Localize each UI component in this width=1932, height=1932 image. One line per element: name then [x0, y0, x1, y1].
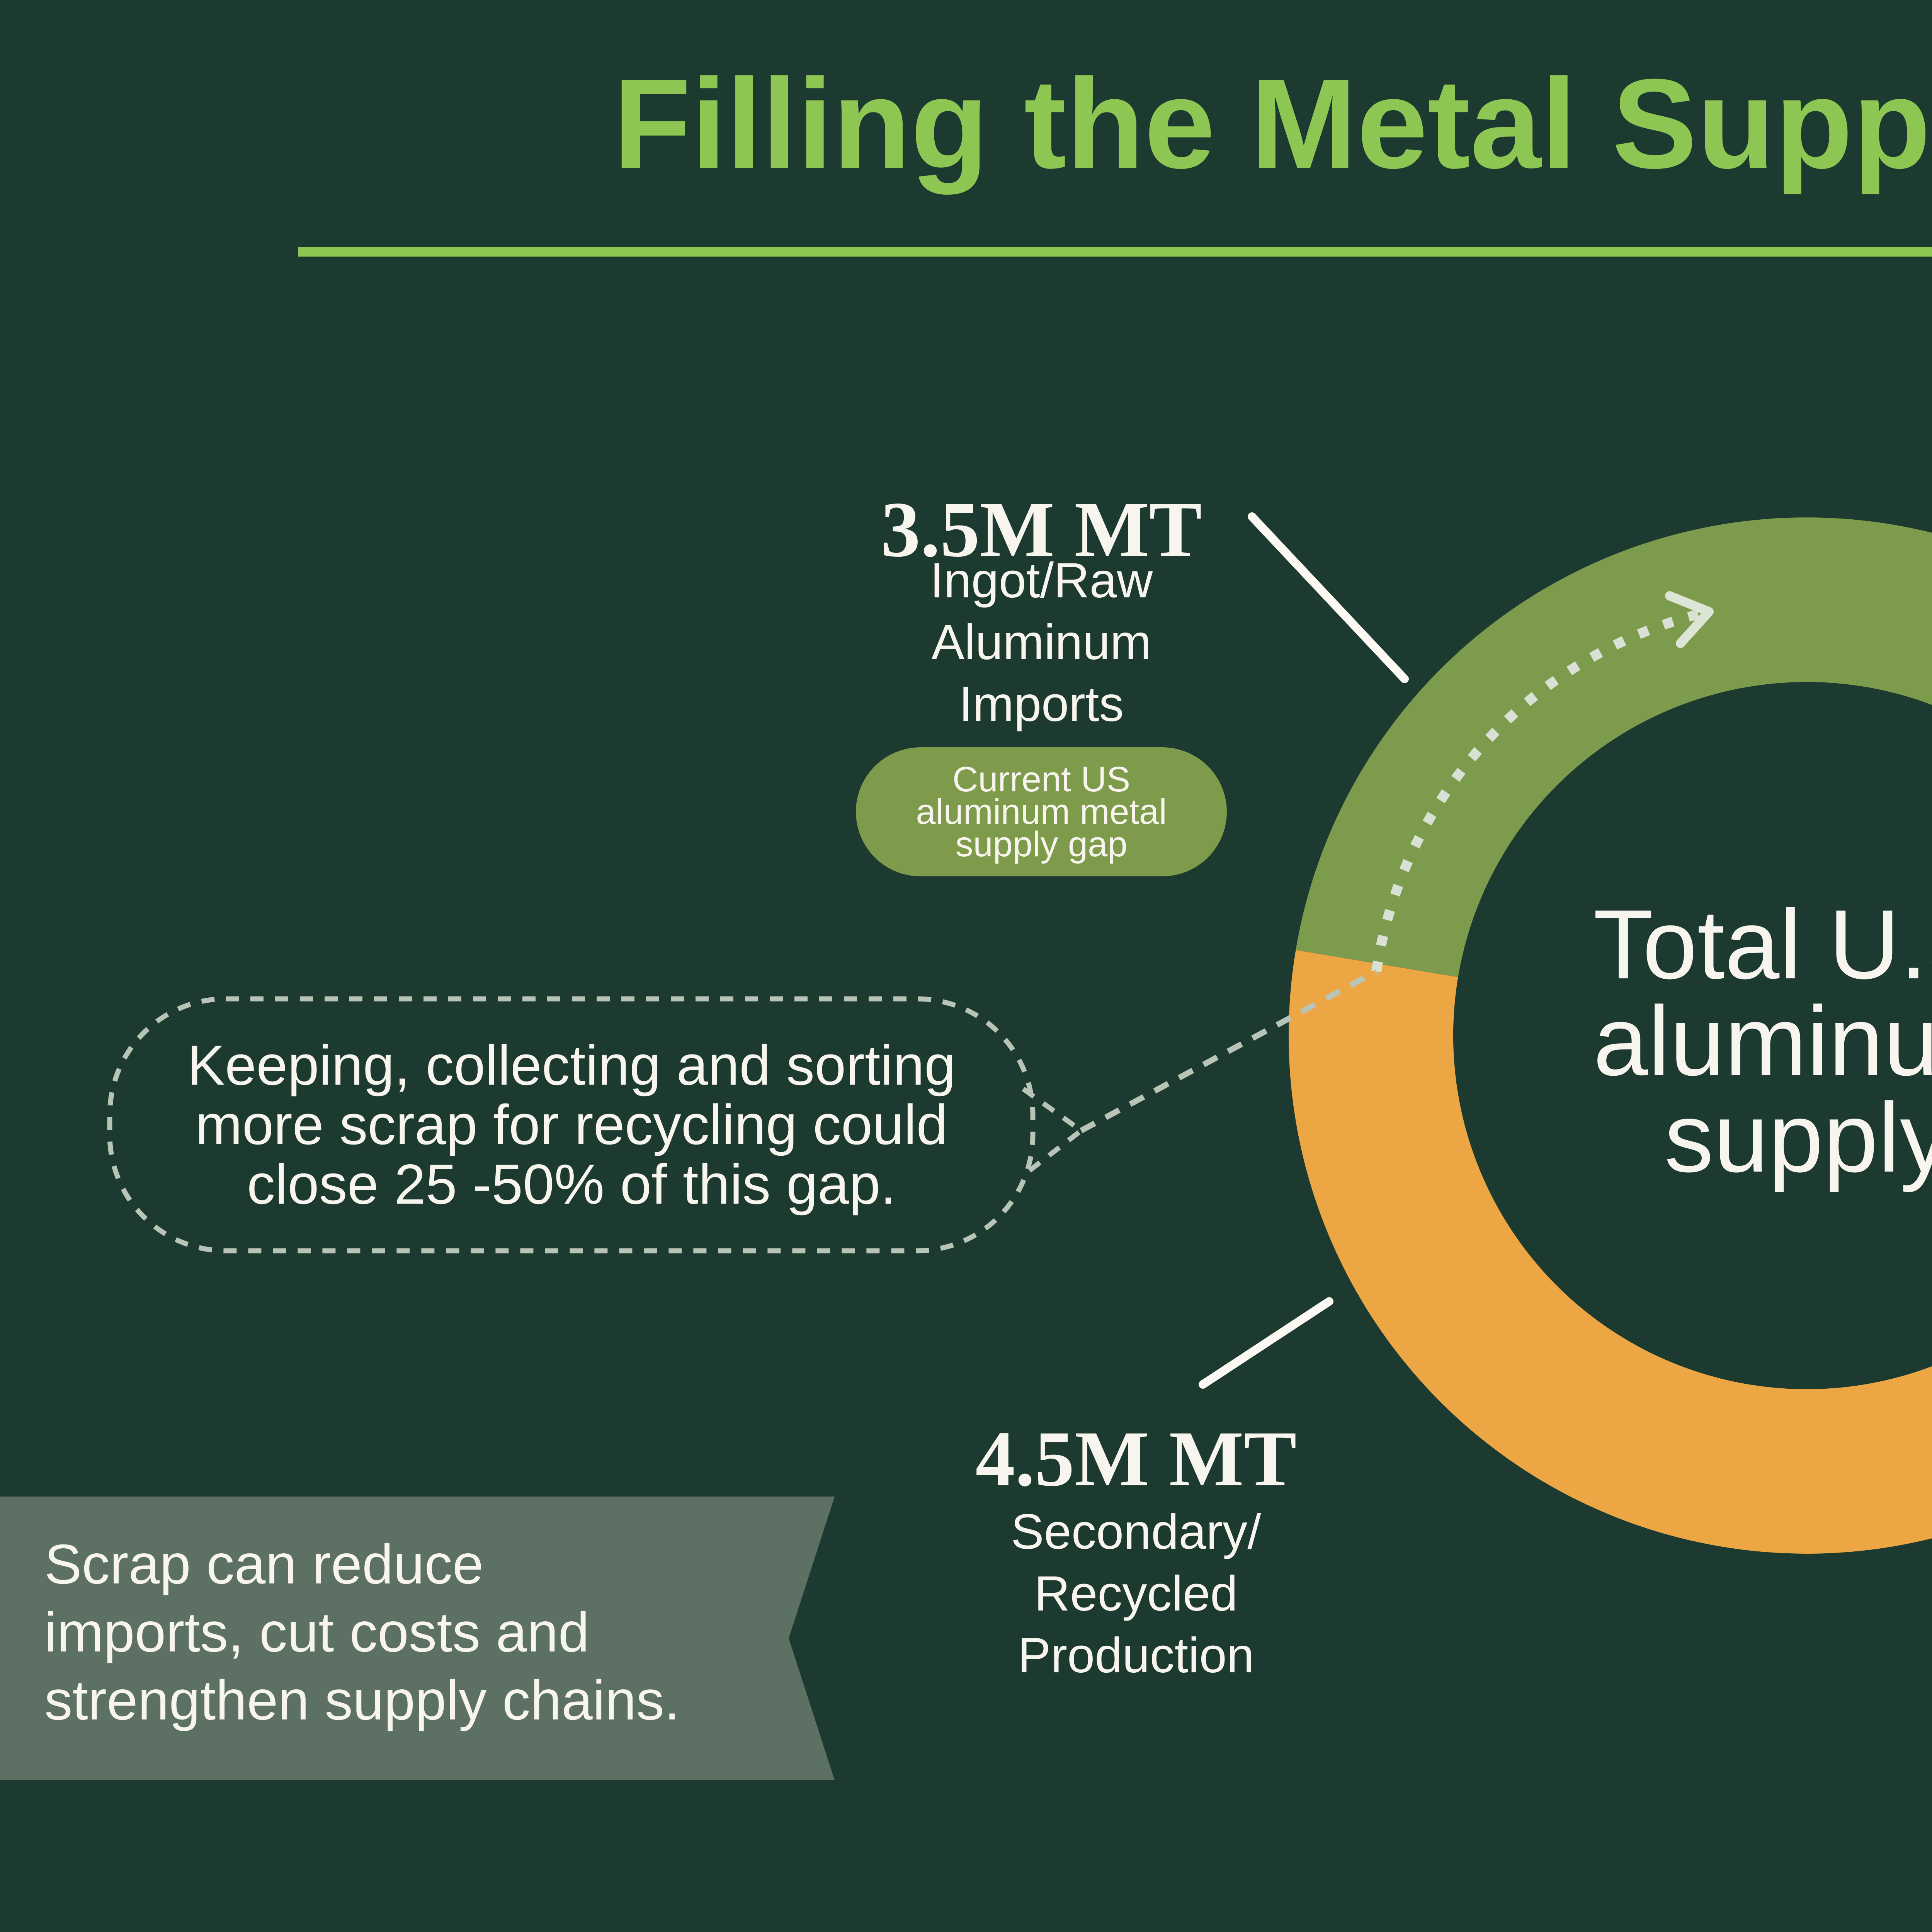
label-secondary-recycled-production: Secondary/ Recycled Production	[1011, 1504, 1261, 1683]
title-underline-rule	[298, 247, 1932, 257]
center-label-line: aluminum	[1593, 986, 1932, 1096]
scrap-bubble-border	[107, 996, 1036, 1253]
donut-center-label: Total U.S. aluminum supply	[1459, 889, 1932, 1193]
scrap-benefits-banner-text: Scrap can reduce imports, cut costs and …	[44, 1533, 680, 1731]
gap-flow-dotted-arrow-icon	[1371, 607, 1710, 972]
gap-flow-arrowhead-icon	[1665, 591, 1714, 648]
center-label-line: supply	[1664, 1083, 1932, 1193]
supply-gap-pill: Current US aluminum metal supply gap	[856, 747, 1227, 876]
pointer-line-ingot	[1248, 512, 1409, 683]
center-label-line: Total U.S.	[1593, 889, 1932, 1000]
donut-segment-secondary_recycled_production	[1289, 950, 1932, 1554]
value-ingot-imports: 3.5M MT	[881, 486, 1202, 573]
value-secondary-recycled-production: 4.5M MT	[975, 1415, 1297, 1503]
donut-segment-ingot_raw_aluminum_imports	[1296, 517, 1932, 977]
label-ingot-imports: Ingot/Raw Aluminum Imports	[930, 553, 1153, 732]
scrap-bubble-text: Keeping, collecting and sorting more scr…	[187, 1034, 956, 1216]
scrap-benefits-banner	[0, 1497, 835, 1780]
page-title: Filling the Metal Supply Gap	[613, 52, 1932, 195]
pointer-line-secondary	[1199, 1297, 1333, 1389]
scrap-bubble-connector-line	[1080, 969, 1378, 1133]
donut-chart	[1289, 517, 1932, 1554]
